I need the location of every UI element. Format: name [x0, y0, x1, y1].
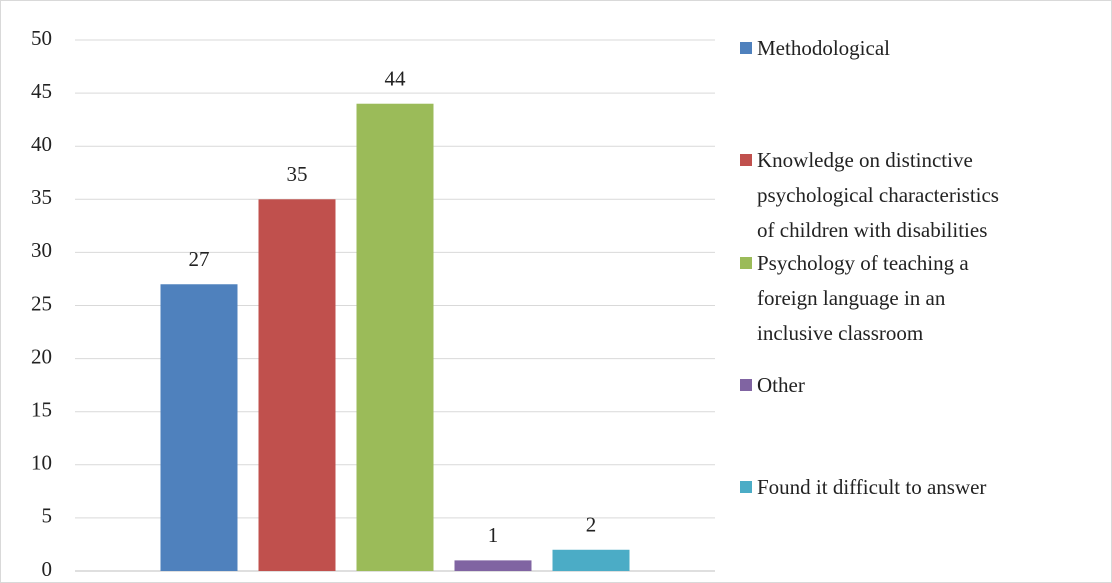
data-label: 35 — [287, 162, 308, 186]
legend-swatch — [740, 481, 752, 493]
y-tick-label: 5 — [42, 504, 53, 528]
legend-label: Other — [757, 373, 805, 397]
bar — [258, 199, 336, 572]
data-label: 2 — [586, 513, 597, 537]
y-tick-label: 45 — [31, 79, 52, 103]
legend-entry: Methodological — [740, 31, 1002, 66]
legend-label: Methodological — [757, 36, 890, 60]
bar — [552, 549, 630, 571]
legend-entry: Found it difficult to answer — [740, 470, 1002, 505]
legend-entry: Other — [740, 368, 1002, 403]
bar — [160, 284, 238, 571]
y-tick-label: 25 — [31, 291, 52, 315]
y-tick-label: 35 — [31, 185, 52, 209]
legend-label: Found it difficult to answer — [757, 475, 987, 499]
legend-entry: Psychology of teaching a foreign languag… — [740, 246, 1002, 351]
y-tick-label: 0 — [42, 557, 53, 581]
data-label: 44 — [385, 67, 407, 91]
y-tick-label: 50 — [31, 26, 52, 50]
legend-swatch — [740, 42, 752, 54]
data-label: 1 — [488, 523, 499, 547]
legend-label: Psychology of teaching a foreign languag… — [757, 251, 969, 345]
data-label: 27 — [189, 247, 210, 271]
legend-label: Knowledge on distinctive psychological c… — [757, 148, 999, 242]
y-tick-label: 20 — [31, 344, 52, 368]
legend-swatch — [740, 154, 752, 166]
legend-entry: Knowledge on distinctive psychological c… — [740, 143, 1002, 248]
bar — [454, 560, 532, 571]
y-tick-label: 30 — [31, 238, 52, 262]
y-tick-label: 15 — [31, 398, 52, 422]
y-tick-label: 10 — [31, 451, 52, 475]
y-tick-label: 40 — [31, 132, 52, 156]
bar — [356, 103, 434, 571]
legend-swatch — [740, 257, 752, 269]
legend-swatch — [740, 379, 752, 391]
